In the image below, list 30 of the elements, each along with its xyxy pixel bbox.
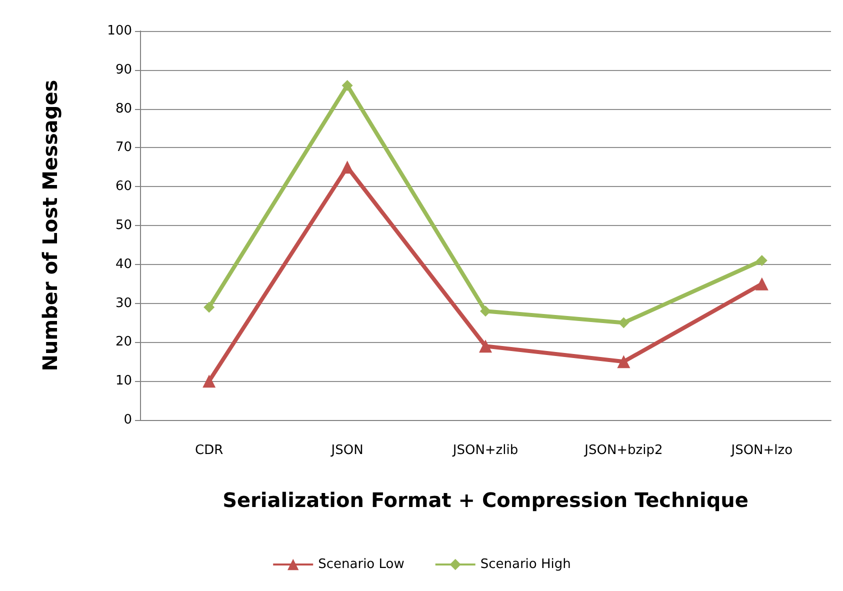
legend-label: Scenario Low [318,557,405,572]
y-tick-label: 100 [107,24,132,38]
y-axis-title: Number of Lost Messages [38,80,62,372]
point [204,302,215,313]
y-tick-label: 90 [115,62,132,78]
legend-label: Scenario High [480,557,571,572]
point [756,255,768,266]
x-axis-title: Serialization Format + Compression Technique [222,488,748,512]
point [479,340,492,353]
point [617,355,630,368]
point [342,80,353,91]
point [618,317,630,328]
y-tick-label: 40 [115,256,132,272]
point [340,160,354,174]
point [480,306,491,317]
y-tick-label: 10 [115,374,132,389]
x-tick-label: CDR [195,443,224,458]
y-tick-label: 30 [115,296,132,311]
x-tick-label: JSON+bzip2 [584,443,663,458]
x-tick-label: JSON+lzo [730,443,793,458]
x-tick-label: JSON [330,443,364,458]
y-tick-label: 50 [115,218,132,233]
y-tick-label: 0 [124,412,132,428]
point [755,277,768,290]
x-tick-label: JSON+zlib [452,443,518,458]
y-tick-label: 70 [115,140,132,156]
y-tick-label: 20 [115,334,132,350]
y-tick-label: 80 [115,101,132,116]
point [202,374,216,388]
y-tick-label: 60 [115,179,132,194]
